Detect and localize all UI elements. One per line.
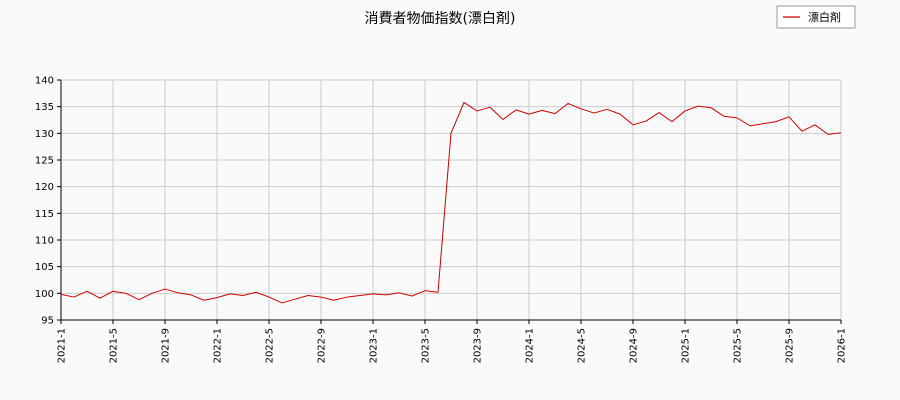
- axes: 95 100 105 110 115 120 125 130 135 140 2021-1 2021-…: [35, 76, 848, 364]
- x-tick-label: 2021-9: [161, 328, 172, 363]
- y-tick-label: 95: [41, 316, 54, 327]
- legend: 漂白剤: [776, 5, 856, 29]
- x-tick-label: 2023-1: [369, 328, 380, 363]
- x-tick-label: 2021-5: [109, 328, 120, 363]
- legend-label-series: 漂白剤: [808, 10, 841, 24]
- y-tick-label: 100: [35, 289, 54, 300]
- y-tick-label: 115: [35, 209, 54, 220]
- x-tick-label: 2024-5: [577, 328, 588, 363]
- y-tick-label: 110: [35, 236, 54, 247]
- x-tick-label: 2021-1: [57, 328, 68, 363]
- chart-title: 消費者物価指数(漂白剤): [365, 11, 516, 27]
- x-tick-label: 2025-1: [681, 328, 692, 363]
- grid: [60, 79, 842, 321]
- y-tick-label: 135: [35, 102, 54, 113]
- legend-box: [776, 5, 856, 29]
- series-line-0: [60, 101, 842, 304]
- y-tick-label: 130: [35, 129, 54, 140]
- x-tick-label: 2024-1: [525, 328, 536, 363]
- y-tick-label: 140: [35, 76, 54, 87]
- x-tick-label: 2022-5: [265, 328, 276, 363]
- x-tick-label: 2023-9: [473, 328, 484, 363]
- y-tick-label: 120: [35, 182, 54, 193]
- series-layer: [60, 101, 842, 304]
- x-tick-label: 2025-9: [785, 328, 796, 363]
- y-tick-label: 105: [35, 262, 54, 273]
- x-tick-label: 2022-1: [213, 328, 224, 363]
- x-tick-label: 2024-9: [629, 328, 640, 363]
- x-tick-label: 2025-5: [733, 328, 744, 363]
- x-tick-label: 2022-9: [317, 328, 328, 363]
- x-tick-label: 2023-5: [421, 328, 432, 363]
- x-tick-label: 2026-1: [837, 328, 848, 363]
- y-tick-label: 125: [35, 156, 54, 167]
